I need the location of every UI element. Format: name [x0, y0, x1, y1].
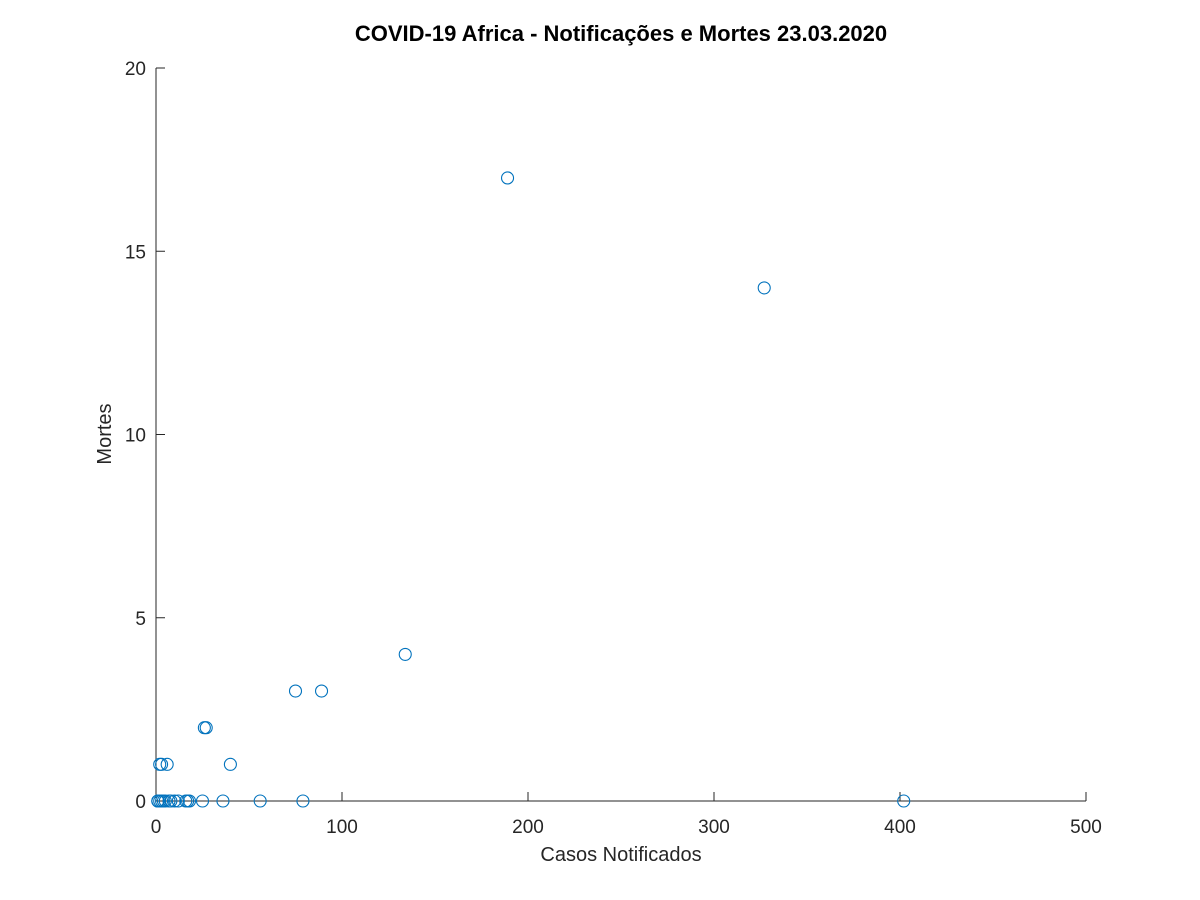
data-point	[398, 647, 412, 661]
data-point	[216, 794, 230, 808]
x-tick-label: 0	[151, 817, 162, 838]
chart-title: COVID-19 Africa - Notificações e Mortes …	[355, 21, 887, 46]
data-point	[162, 794, 176, 808]
y-tick-label: 5	[135, 609, 146, 630]
data-point	[171, 794, 185, 808]
data-point	[179, 794, 193, 808]
data-point	[288, 684, 303, 698]
data-point	[314, 684, 329, 698]
x-tick-label: 200	[512, 817, 544, 838]
data-point	[296, 794, 310, 808]
data-point	[168, 794, 182, 808]
y-tick-label: 15	[125, 242, 146, 263]
x-tick-label: 100	[326, 817, 358, 838]
x-ticks: 0 100 200 300 400 500	[151, 792, 1102, 838]
data-points	[151, 171, 911, 808]
x-tick-label: 400	[884, 817, 916, 838]
data-point	[195, 794, 210, 808]
y-axis-label: Mortes	[94, 403, 116, 464]
data-point	[253, 794, 267, 808]
x-axis-label: Casos Notificados	[540, 844, 701, 866]
data-point	[160, 757, 174, 771]
y-tick-label: 20	[125, 59, 146, 80]
y-tick-label: 0	[135, 792, 146, 813]
x-tick-label: 300	[698, 817, 730, 838]
x-tick-label: 500	[1070, 817, 1102, 838]
data-point	[223, 757, 237, 771]
y-ticks: 0 5 10 15 20	[125, 59, 165, 813]
data-point	[155, 757, 169, 771]
data-point	[199, 721, 213, 735]
data-point	[500, 171, 515, 185]
data-point	[151, 794, 165, 808]
y-tick-label: 10	[125, 426, 146, 447]
axes	[155, 68, 1086, 802]
data-point	[757, 281, 771, 295]
data-point	[897, 794, 911, 808]
